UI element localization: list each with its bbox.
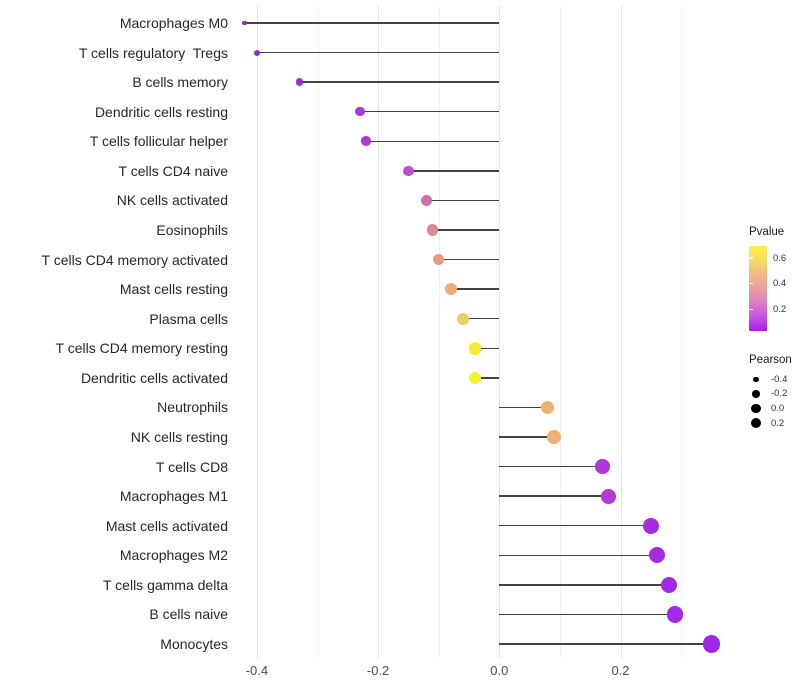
- colorbar-tick-mark: [749, 282, 753, 285]
- category-label: Macrophages M2: [119, 547, 228, 564]
- x-tick-label: 0.2: [611, 663, 630, 678]
- lollipop-stick: [499, 495, 609, 497]
- lollipop-stick: [408, 170, 500, 172]
- lollipop-dot: [421, 194, 433, 206]
- lollipop-stick: [499, 436, 554, 438]
- category-label: Macrophages M1: [119, 488, 228, 505]
- category-label: Dendritic cells activated: [80, 369, 228, 386]
- lollipop-stick: [499, 554, 657, 556]
- lollipop-dot: [456, 312, 470, 325]
- lollipop-dot: [660, 576, 678, 594]
- lollipop-dot: [642, 517, 659, 534]
- lollipop-dot: [427, 224, 439, 236]
- lollipop-dot: [600, 488, 616, 504]
- category-label: T cells CD4 naive: [118, 162, 228, 179]
- pearson-size-dot: [751, 403, 761, 414]
- pearson-size-dot: [751, 418, 761, 429]
- lollipop-dot: [541, 400, 555, 415]
- category-label: Macrophages M0: [119, 15, 228, 31]
- lollipop-stick: [499, 465, 603, 468]
- category-label: Plasma cells: [149, 310, 228, 327]
- pvalue-legend-title: Pvalue: [749, 226, 785, 238]
- lollipop-stick: [499, 613, 676, 616]
- pvalue-colorbar: [749, 246, 767, 331]
- pearson-size-label: 0.2: [771, 417, 785, 429]
- category-label: T cells CD4 memory activated: [41, 251, 228, 268]
- category-label: Mast cells resting: [119, 281, 228, 298]
- lollipop-dot: [468, 371, 482, 385]
- lollipop-dot: [253, 49, 260, 56]
- gridline-minor: [681, 6, 683, 658]
- lollipop-stick: [499, 406, 548, 409]
- lollipop-dot: [444, 283, 457, 296]
- gridline-minor: [438, 6, 440, 658]
- colorbar-tick-label: 0.6: [773, 252, 787, 264]
- lollipop-stick: [475, 347, 500, 349]
- pearson-legend-title: Pearson: [749, 354, 792, 366]
- lollipop-dot: [403, 165, 414, 177]
- lollipop-dot: [468, 341, 482, 355]
- category-label: Dendritic cells resting: [94, 103, 228, 120]
- lollipop-stick: [432, 229, 500, 231]
- gridline-major: [378, 6, 380, 658]
- gridline-major: [499, 6, 501, 658]
- pearson-size-label: -0.2: [771, 388, 788, 400]
- category-label: T cells CD4 memory resting: [55, 340, 228, 357]
- gridline-minor: [559, 6, 561, 658]
- x-tick-label: 0.0: [490, 663, 509, 678]
- category-label: Mast cells activated: [105, 517, 228, 534]
- lollipop-dot: [666, 606, 684, 623]
- colorbar-tick-mark: [749, 257, 753, 259]
- lollipop-stick: [365, 140, 500, 142]
- lollipop-dot: [295, 78, 303, 86]
- colorbar-tick-mark: [749, 308, 753, 311]
- category-label: T cells CD8: [155, 458, 228, 475]
- lollipop-stick: [244, 22, 500, 24]
- gridline-major: [620, 6, 622, 658]
- category-label: B cells naive: [149, 606, 228, 623]
- pearson-size-label: 0.0: [771, 403, 785, 415]
- lollipop-stick: [359, 111, 500, 113]
- colorbar-tick-label: 0.2: [773, 303, 787, 315]
- lollipop-dot: [361, 136, 371, 147]
- x-tick-label: -0.4: [245, 663, 269, 678]
- gridline-major: [256, 6, 258, 658]
- lollipop-dot: [432, 253, 445, 266]
- category-label: Monocytes: [160, 635, 228, 652]
- lollipop-stick: [299, 81, 500, 83]
- lollipop-dot: [595, 459, 610, 474]
- lollipop-stick: [462, 318, 500, 320]
- lollipop-dot: [648, 547, 665, 564]
- lollipop-stick: [438, 258, 500, 261]
- colorbar-tick-label: 0.4: [773, 278, 787, 290]
- category-label: Neutrophils: [157, 399, 228, 416]
- lollipop-stick: [256, 51, 500, 54]
- category-label: T cells gamma delta: [102, 576, 228, 593]
- pearson-size-dot: [752, 390, 760, 398]
- lollipop-stick: [499, 584, 669, 586]
- pearson-size-label: -0.4: [771, 373, 788, 385]
- lollipop-dot: [547, 430, 561, 444]
- category-label: B cells memory: [132, 74, 228, 91]
- lollipop-stick: [475, 377, 500, 379]
- x-tick-label: -0.2: [366, 663, 390, 678]
- lollipop-dot: [355, 107, 365, 117]
- lollipop-stick: [426, 199, 500, 202]
- gridline-minor: [317, 6, 319, 658]
- lollipop-stick: [499, 643, 712, 645]
- pearson-size-dot: [753, 376, 759, 382]
- category-label: NK cells activated: [116, 192, 228, 209]
- lollipop-stick: [499, 525, 651, 527]
- category-label: T cells follicular helper: [89, 133, 228, 150]
- category-label: T cells regulatory Tregs: [78, 44, 228, 61]
- category-label: Eosinophils: [156, 221, 228, 238]
- lollipop-stick: [450, 288, 500, 290]
- lollipop-dot: [242, 20, 248, 26]
- category-label: NK cells resting: [130, 428, 228, 445]
- lollipop-dot: [702, 635, 721, 653]
